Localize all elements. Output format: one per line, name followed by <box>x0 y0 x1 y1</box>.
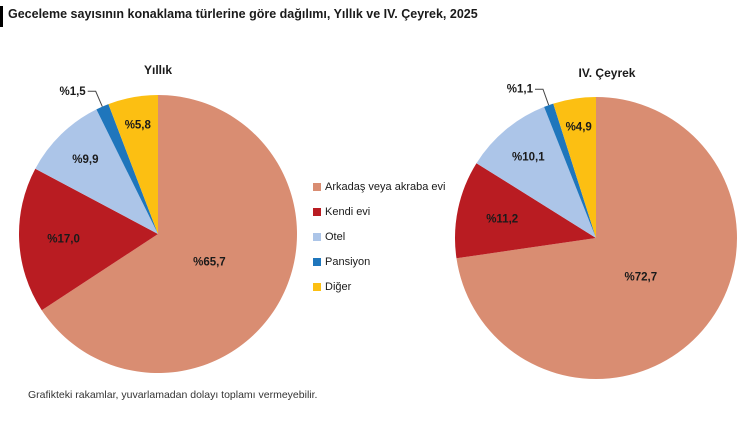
left-edge-mark <box>0 6 3 27</box>
label-leader-line <box>87 90 103 107</box>
legend-label: Pansiyon <box>325 256 371 268</box>
pie-chart-quarter: %72,7 %11,2 %10,1 %1,1 %4,9 <box>455 84 737 379</box>
pie-label-diger: %5,8 <box>125 120 152 132</box>
pie-slice-pansiyon <box>544 103 596 238</box>
pie-slice-arkadas-veya-akraba-evi <box>456 97 737 379</box>
pie-chart-annual: %65,7 %17,0 %9,9 %1,5 %5,8 <box>18 86 298 373</box>
pie-label-otel: %9,9 <box>72 154 98 166</box>
pie-slice-kendi-evi <box>455 163 596 259</box>
chart-footnote: Grafikteki rakamlar, yuvarlamadan dolayı… <box>28 389 318 401</box>
pie-title-quarter: IV. Çeyrek <box>578 66 636 80</box>
pie-label-otel: %10,1 <box>512 152 545 164</box>
legend-label: Arkadaş veya akraba evi <box>325 181 446 193</box>
legend-swatch-icon <box>313 283 321 291</box>
pie-label-pansiyon: %1,1 <box>507 84 534 96</box>
legend-item-pansiyon: Pansiyon <box>313 256 445 268</box>
legend-item-diger: Diğer <box>313 281 445 293</box>
pie-slice-arkadas-veya-akraba-evi <box>41 95 298 373</box>
pie-slice-diger <box>553 97 596 238</box>
pie-slice-otel <box>476 106 596 239</box>
legend-label: Otel <box>325 231 346 243</box>
pie-label-kendi-evi: %17,0 <box>47 233 80 245</box>
pie-slice-otel <box>35 109 158 234</box>
pie-label-kendi-evi: %11,2 <box>486 213 518 225</box>
pie-label-diger: %4,9 <box>566 122 592 134</box>
pie-slice-kendi-evi <box>18 168 159 311</box>
legend-item-arkadas-veya-akraba-evi: Arkadaş veya akraba evi <box>313 181 445 193</box>
legend-label: Kendi evi <box>325 206 371 218</box>
pie-label-pansiyon: %1,5 <box>59 86 86 98</box>
pie-label-arkadas-veya-akraba-evi: %65,7 <box>193 257 226 269</box>
pie-slice-diger <box>108 95 158 234</box>
pie-label-arkadas-veya-akraba-evi: %72,7 <box>624 272 657 284</box>
pie-title-annual: Yıllık <box>143 63 173 77</box>
legend-item-kendi-evi: Kendi evi <box>313 206 445 218</box>
legend-swatch-icon <box>313 183 321 191</box>
label-leader-line <box>535 88 550 106</box>
chart-legend: Arkadaş veya akraba evi Kendi evi Otel Pans… <box>313 181 445 306</box>
legend-swatch-icon <box>313 208 321 216</box>
legend-label: Diğer <box>325 281 352 293</box>
legend-swatch-icon <box>313 233 321 241</box>
pie-slice-pansiyon <box>96 104 158 235</box>
legend-swatch-icon <box>313 258 321 266</box>
legend-item-otel: Otel <box>313 231 445 243</box>
page-title: Geceleme sayısının konaklama türlerine g… <box>8 7 478 21</box>
